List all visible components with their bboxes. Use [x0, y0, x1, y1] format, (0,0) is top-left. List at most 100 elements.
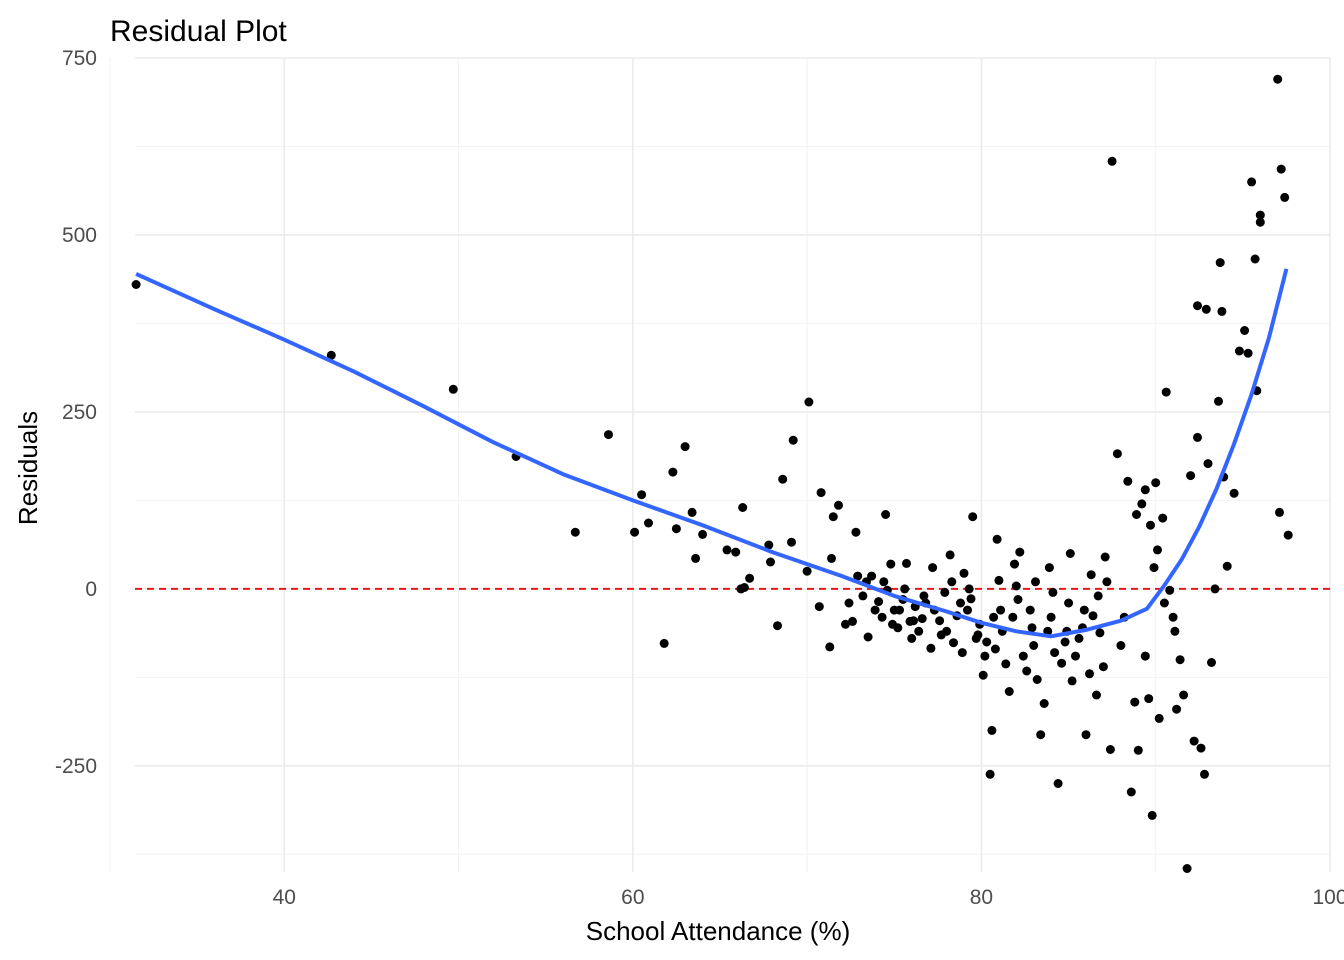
residual-point — [1144, 694, 1154, 704]
residual-point — [1013, 595, 1023, 604]
residual-point — [1275, 507, 1284, 517]
residual-point — [773, 621, 782, 631]
residual-point — [766, 557, 775, 567]
residual-point — [1060, 637, 1070, 647]
residual-point — [1093, 591, 1103, 601]
residual-point — [1182, 864, 1192, 873]
residual-point — [881, 510, 891, 519]
residual-point — [1168, 612, 1178, 622]
residual-point — [1065, 549, 1075, 558]
residual-point — [851, 527, 861, 537]
residual-point — [802, 566, 812, 576]
residual-point — [877, 612, 887, 622]
residual-point — [870, 605, 880, 615]
residual-point — [828, 512, 838, 522]
residual-point — [659, 638, 669, 648]
residual-point — [1105, 745, 1115, 754]
x-tick-label: 60 — [621, 886, 644, 909]
residual-point — [1085, 669, 1094, 679]
residual-point — [644, 518, 653, 528]
residual-point — [731, 547, 741, 557]
residual-point — [1057, 658, 1067, 668]
residual-point — [778, 474, 788, 484]
residual-point — [874, 597, 884, 607]
residual-point — [1222, 561, 1232, 571]
residual-point — [1243, 348, 1253, 358]
residual-point — [982, 637, 992, 647]
residual-point — [1240, 326, 1250, 335]
residual-point — [996, 605, 1006, 615]
residual-point — [1137, 499, 1147, 509]
residual-point — [1079, 605, 1089, 615]
residual-point — [691, 553, 701, 563]
x-axis-title: School Attendance (%) — [586, 916, 851, 946]
residual-point — [1250, 254, 1260, 264]
residual-point — [814, 602, 824, 612]
residual-point — [1280, 192, 1290, 202]
residual-point — [1088, 611, 1098, 621]
residual-point — [827, 553, 836, 563]
residual-point — [978, 670, 988, 680]
residual-point — [1201, 304, 1211, 314]
residual-point — [668, 467, 678, 477]
residual-point — [858, 591, 868, 601]
residual-point — [902, 558, 911, 568]
residual-point — [1159, 598, 1169, 608]
residual-point — [764, 540, 774, 550]
residual-point — [1140, 485, 1150, 495]
residual-point — [131, 280, 141, 289]
residual-point — [1140, 651, 1150, 661]
residual-point — [1255, 217, 1265, 227]
residual-point — [907, 633, 917, 643]
residual-point — [1255, 210, 1265, 220]
x-tick-label: 100 — [1312, 886, 1344, 909]
residual-point — [1092, 690, 1101, 700]
residual-point — [914, 626, 924, 636]
residual-point — [687, 507, 697, 517]
residual-point — [570, 527, 580, 537]
residual-point — [1022, 666, 1032, 676]
residual-point — [1207, 658, 1216, 667]
residual-point — [1133, 745, 1143, 755]
residual-point — [940, 587, 950, 597]
residual-point — [1151, 478, 1161, 488]
residual-point — [980, 651, 990, 661]
residual-point — [448, 384, 458, 394]
residual-point — [989, 612, 999, 622]
major-gridlines — [135, 57, 1331, 872]
residual-point — [900, 584, 910, 594]
residual-point — [722, 545, 732, 555]
residual-point — [1217, 306, 1227, 316]
residual-point — [1153, 545, 1162, 555]
residual-point — [1008, 612, 1018, 622]
residual-point — [630, 527, 640, 537]
residual-point — [966, 594, 976, 604]
residual-point — [1074, 633, 1084, 643]
residual-point — [1196, 743, 1206, 753]
residual-point — [844, 598, 854, 608]
y-tick-label: 500 — [62, 224, 97, 247]
residual-point — [1011, 581, 1021, 591]
residual-point — [1064, 598, 1074, 608]
residual-point — [928, 563, 938, 573]
residual-point — [1130, 697, 1140, 707]
residual-point — [1046, 612, 1056, 622]
x-axis-tick-labels: 40 60 80 100 — [273, 886, 1344, 909]
residual-point — [1132, 510, 1141, 519]
residual-point — [1032, 675, 1042, 684]
residual-point — [879, 577, 889, 587]
residual-point — [985, 769, 995, 779]
residual-point — [963, 605, 972, 615]
y-tick-label: -250 — [55, 755, 97, 778]
residual-point — [1210, 584, 1220, 594]
residual-point — [956, 598, 965, 608]
residual-point — [1165, 585, 1175, 595]
residual-point — [1086, 570, 1096, 580]
residual-point — [680, 442, 690, 452]
residual-point — [739, 583, 749, 592]
residual-point — [964, 584, 974, 594]
residual-point — [1126, 787, 1136, 797]
residual-point — [1044, 563, 1054, 573]
residual-point — [926, 643, 936, 653]
residual-point — [326, 350, 336, 360]
